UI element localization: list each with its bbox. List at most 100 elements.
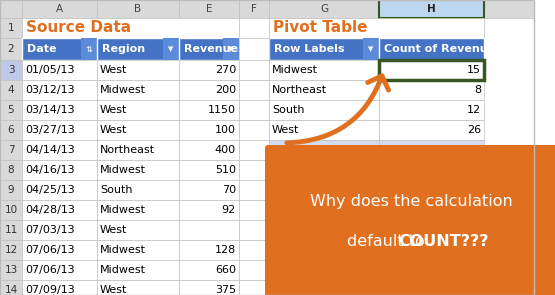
Bar: [379, 200, 484, 220]
Text: 03/27/13: 03/27/13: [25, 125, 75, 135]
Text: 128: 128: [215, 245, 236, 255]
Text: 04/25/13: 04/25/13: [25, 185, 75, 195]
Bar: [0, 0, 534, 18]
Bar: [379, 100, 484, 120]
Bar: [97, 260, 179, 280]
Bar: [0, 0, 22, 18]
Text: 15: 15: [467, 65, 481, 75]
Text: 07/06/13: 07/06/13: [25, 265, 74, 275]
Bar: [0, 200, 22, 220]
Bar: [239, 160, 269, 180]
Bar: [179, 200, 239, 220]
Text: West: West: [100, 105, 128, 115]
Bar: [239, 60, 269, 80]
Bar: [239, 180, 269, 200]
Text: Northeast: Northeast: [272, 85, 327, 95]
Text: Region: Region: [102, 44, 145, 54]
Bar: [379, 38, 484, 60]
Text: default to: default to: [347, 234, 430, 249]
Bar: [97, 120, 179, 140]
Bar: [81, 38, 97, 60]
Bar: [179, 120, 239, 140]
Bar: [269, 100, 379, 120]
Bar: [0, 240, 22, 260]
Bar: [179, 140, 239, 160]
Bar: [97, 240, 179, 260]
Text: 12: 12: [4, 245, 18, 255]
Bar: [239, 18, 269, 38]
Text: 8: 8: [8, 165, 14, 175]
Bar: [269, 38, 379, 60]
Text: 510: 510: [215, 165, 236, 175]
Text: Northeast: Northeast: [100, 145, 155, 155]
Bar: [269, 80, 379, 100]
Bar: [269, 140, 379, 160]
Bar: [379, 160, 484, 180]
Bar: [179, 80, 239, 100]
Text: 04/14/13: 04/14/13: [25, 145, 75, 155]
Text: 12: 12: [467, 105, 481, 115]
Bar: [22, 200, 97, 220]
Bar: [239, 80, 269, 100]
Bar: [0, 18, 22, 38]
Text: South: South: [100, 185, 133, 195]
Bar: [179, 240, 239, 260]
Text: ▼: ▼: [168, 46, 174, 52]
Text: 01/05/13: 01/05/13: [25, 65, 74, 75]
Text: Grand Total: Grand Total: [272, 145, 344, 155]
Bar: [239, 280, 269, 295]
Text: 11: 11: [4, 225, 18, 235]
Bar: [22, 260, 97, 280]
Bar: [239, 140, 269, 160]
Bar: [239, 120, 269, 140]
Text: 92: 92: [222, 205, 236, 215]
Text: 07/09/13: 07/09/13: [25, 285, 75, 295]
Text: 8: 8: [474, 85, 481, 95]
Bar: [269, 220, 379, 240]
Text: H: H: [427, 4, 436, 14]
Bar: [22, 280, 97, 295]
Text: 03/14/13: 03/14/13: [25, 105, 74, 115]
Text: 200: 200: [215, 85, 236, 95]
Bar: [363, 38, 379, 60]
Text: B: B: [134, 4, 142, 14]
Bar: [22, 80, 97, 100]
Bar: [269, 120, 379, 140]
Bar: [22, 0, 97, 18]
Bar: [0, 60, 22, 80]
Text: West: West: [100, 225, 128, 235]
Bar: [379, 80, 484, 100]
Bar: [0, 38, 22, 60]
Bar: [97, 80, 179, 100]
Bar: [179, 60, 239, 80]
Bar: [0, 120, 22, 140]
FancyBboxPatch shape: [265, 145, 555, 295]
Bar: [22, 38, 97, 60]
Text: ▼: ▼: [228, 46, 234, 52]
Text: 03/12/13: 03/12/13: [25, 85, 74, 95]
Bar: [269, 0, 379, 18]
Text: 15: 15: [467, 65, 481, 75]
Bar: [97, 38, 179, 60]
Bar: [97, 60, 179, 80]
Bar: [179, 160, 239, 180]
Text: West: West: [100, 65, 128, 75]
Bar: [179, 180, 239, 200]
Bar: [269, 60, 379, 80]
Text: 1: 1: [8, 23, 14, 33]
Text: Count of Revenue: Count of Revenue: [384, 44, 495, 54]
Bar: [269, 180, 379, 200]
Bar: [179, 280, 239, 295]
Text: Revenue: Revenue: [184, 44, 238, 54]
Bar: [379, 260, 484, 280]
Bar: [239, 220, 269, 240]
Text: A: A: [56, 4, 63, 14]
Text: COUNT???: COUNT???: [398, 234, 488, 249]
Bar: [0, 280, 22, 295]
Bar: [179, 0, 239, 18]
Text: Why does the calculation: Why does the calculation: [310, 194, 513, 209]
Bar: [97, 0, 179, 18]
Text: ⇅: ⇅: [85, 45, 93, 53]
Text: 100: 100: [215, 125, 236, 135]
Text: Midwest: Midwest: [272, 65, 318, 75]
